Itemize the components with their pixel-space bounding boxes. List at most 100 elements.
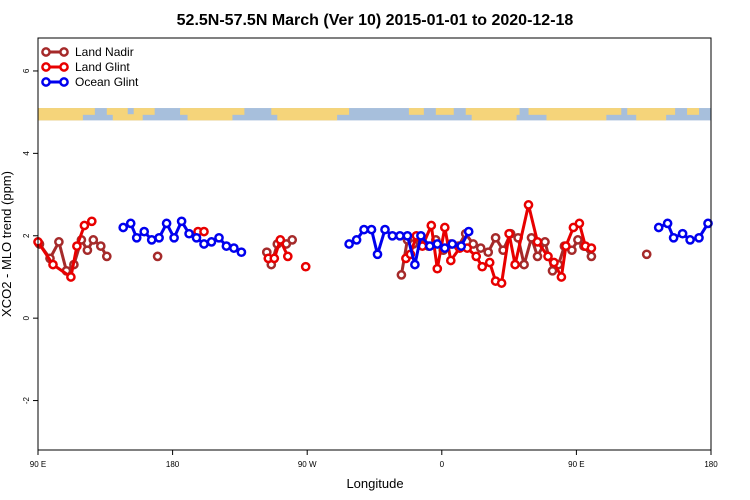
data-point-land-glint — [66, 272, 76, 282]
data-point-land-glint — [269, 253, 280, 264]
data-point-ocean-glint — [447, 239, 458, 249]
band-land-strip — [38, 108, 95, 115]
data-point-land-nadir — [88, 235, 99, 245]
band-land-strip — [627, 108, 676, 115]
data-point-land-nadir — [101, 251, 112, 262]
band-land-strip — [435, 108, 454, 115]
data-point-ocean-glint — [668, 232, 679, 243]
band-land-strip — [546, 114, 607, 121]
legend-label-land-nadir: Land Nadir — [75, 45, 134, 59]
data-point-ocean-glint — [359, 224, 369, 235]
legend-marker-land-glint — [41, 62, 51, 72]
band-land-strip — [133, 108, 155, 115]
data-point-land-glint — [86, 216, 97, 227]
data-point-ocean-glint — [199, 239, 209, 249]
x-axis-title: Longitude — [346, 476, 403, 491]
data-point-land-glint — [282, 251, 293, 262]
data-point-land-glint — [426, 220, 437, 231]
data-point-land-nadir — [490, 232, 501, 243]
data-point-land-glint — [523, 200, 534, 210]
data-point-land-nadir — [641, 249, 652, 260]
legend-entry-land-nadir: Land Nadir — [41, 45, 134, 59]
series-layer — [33, 200, 713, 288]
data-point-ocean-glint — [387, 230, 398, 241]
data-point-land-glint — [574, 218, 585, 229]
data-point-land-glint — [432, 263, 443, 274]
x-tick-label: 180 — [166, 460, 180, 469]
data-point-land-nadir — [396, 270, 407, 280]
data-point-ocean-glint — [169, 232, 179, 243]
data-point-land-glint — [72, 241, 82, 251]
data-point-land-glint — [439, 222, 450, 233]
data-point-land-glint — [199, 226, 209, 237]
data-point-ocean-glint — [206, 237, 217, 247]
legend-label-land-glint: Land Glint — [75, 60, 130, 74]
y-tick-label: 2 — [22, 233, 31, 238]
data-point-land-glint — [275, 235, 286, 245]
chart-title: 52.5N-57.5N March (Ver 10) 2015-01-01 to… — [177, 12, 574, 29]
data-point-land-glint — [586, 243, 597, 253]
data-point-land-nadir — [287, 235, 298, 245]
data-point-ocean-glint — [176, 216, 187, 227]
data-point-land-glint — [300, 261, 311, 272]
y-tick-label: 6 — [22, 68, 31, 73]
data-point-land-glint — [504, 228, 514, 239]
data-point-land-glint — [471, 251, 482, 262]
legend-marker-ocean-glint — [41, 77, 51, 87]
data-point-land-glint — [556, 272, 567, 282]
band-land-strip — [271, 108, 350, 115]
data-point-ocean-glint — [424, 241, 435, 251]
data-point-ocean-glint — [184, 228, 194, 239]
data-point-land-glint — [484, 257, 495, 268]
data-point-ocean-glint — [380, 224, 390, 235]
band-land-strip — [636, 114, 667, 121]
band-land-strip — [106, 108, 128, 115]
y-axis: -2 0 2 4 6 — [22, 68, 38, 404]
data-point-land-nadir — [532, 251, 543, 262]
data-point-land-glint — [510, 259, 520, 270]
data-point-ocean-glint — [366, 224, 377, 235]
x-axis: 90 E 180 90 W 0 90 E 180 — [30, 450, 718, 469]
data-point-land-glint — [48, 259, 58, 270]
data-point-land-nadir — [82, 245, 93, 256]
legend-marker-land-nadir — [59, 47, 69, 57]
y-tick-label: -2 — [22, 396, 31, 404]
data-point-ocean-glint — [146, 235, 157, 245]
x-tick-label: 0 — [440, 460, 445, 469]
data-point-land-nadir — [475, 243, 486, 253]
y-axis-title: XCO2 - MLO trend (ppm) — [0, 171, 14, 317]
data-point-ocean-glint — [221, 241, 232, 251]
data-point-ocean-glint — [118, 222, 129, 233]
data-point-ocean-glint — [410, 259, 420, 270]
data-point-land-nadir — [519, 259, 529, 270]
data-point-ocean-glint — [653, 222, 664, 233]
band-land-strip — [528, 108, 622, 115]
data-point-ocean-glint — [416, 230, 426, 241]
data-point-land-nadir — [547, 265, 558, 276]
data-point-ocean-glint — [229, 243, 239, 253]
data-point-ocean-glint — [432, 239, 443, 249]
series-line-land-nadir — [38, 238, 109, 273]
band-land-strip — [471, 114, 517, 121]
data-point-ocean-glint — [694, 232, 704, 243]
data-point-ocean-glint — [139, 226, 150, 237]
plot-frame — [37, 37, 712, 451]
data-point-ocean-glint — [456, 241, 467, 251]
data-point-ocean-glint — [703, 218, 713, 229]
data-point-ocean-glint — [439, 243, 450, 253]
data-point-land-nadir — [573, 235, 583, 245]
data-point-ocean-glint — [344, 239, 354, 249]
data-point-land-glint — [543, 251, 553, 262]
data-point-ocean-glint — [395, 230, 405, 241]
legend-marker-land-nadir — [41, 47, 51, 57]
data-point-ocean-glint — [463, 226, 474, 237]
data-point-ocean-glint — [236, 247, 247, 258]
x-tick-label: 90 W — [298, 460, 317, 469]
legend-marker-ocean-glint — [59, 77, 69, 87]
data-point-ocean-glint — [351, 235, 362, 245]
data-point-ocean-glint — [685, 235, 695, 245]
data-point-land-nadir — [152, 251, 163, 262]
y-tick-label: 0 — [22, 315, 31, 320]
legend-marker-land-glint — [59, 62, 69, 72]
